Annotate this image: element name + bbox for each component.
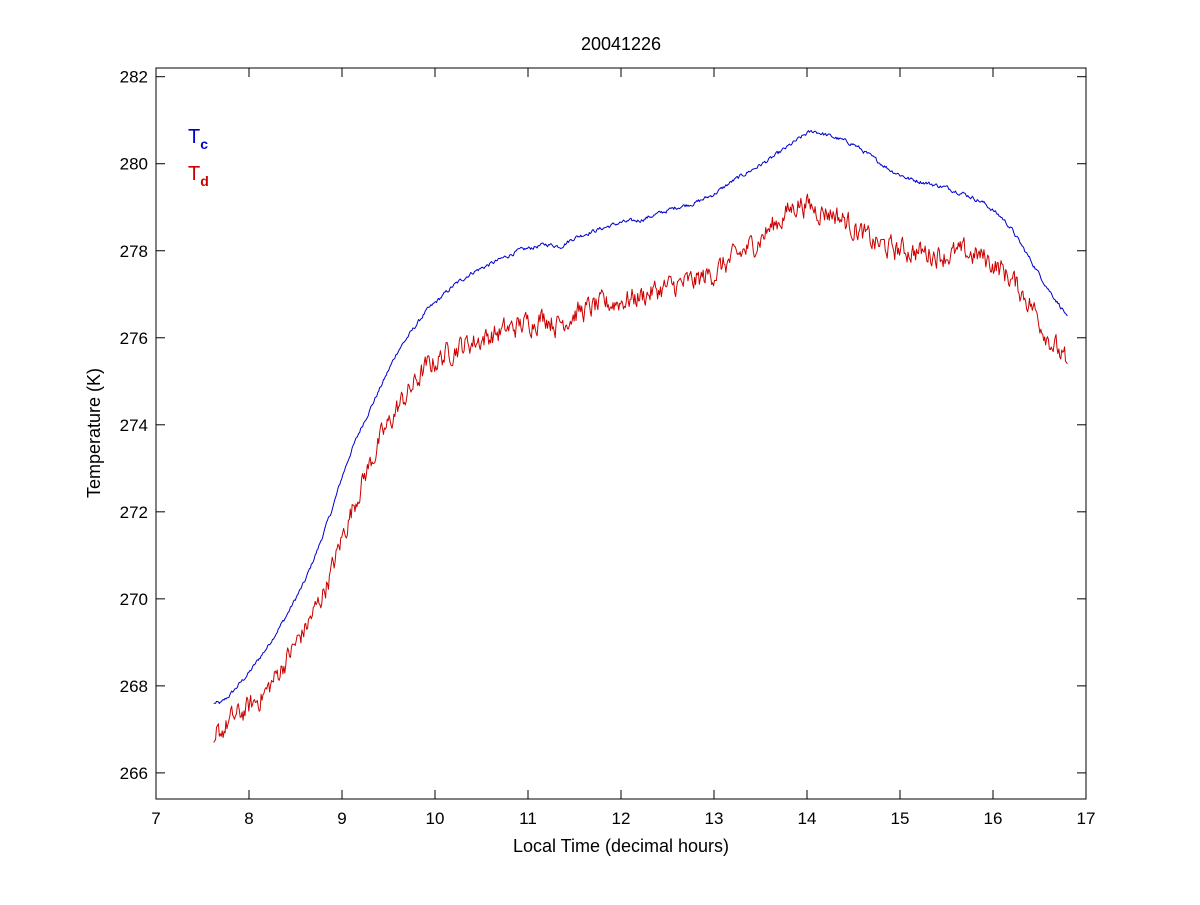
y-tick-label: 280 [120,155,148,174]
y-tick-label: 278 [120,242,148,261]
legend: Tc Td [188,126,209,189]
legend-td-main: T [188,163,200,185]
x-tick-label: 7 [151,809,160,828]
x-tick-label: 10 [426,809,445,828]
x-tick-label: 11 [519,809,537,828]
x-tick-label: 15 [891,809,910,828]
x-tick-label: 12 [612,809,631,828]
legend-item-tc: Tc [188,126,208,152]
x-tick-label: 16 [984,809,1003,828]
series-line-tc [213,130,1068,705]
y-tick-label: 276 [120,329,148,348]
x-tick-label: 8 [244,809,253,828]
x-axis-title: Local Time (decimal hours) [513,836,729,856]
y-tick-label: 282 [120,68,148,87]
chart-title: 20041226 [581,34,661,54]
x-tick-label: 14 [798,809,817,828]
legend-tc-sub: c [200,136,208,152]
y-tick-label: 268 [120,677,148,696]
plot-area [156,68,1086,799]
y-tick-label: 270 [120,590,148,609]
legend-tc-main: T [188,126,200,148]
legend-td-sub: d [200,173,209,189]
y-tick-label: 272 [120,503,148,522]
x-tick-label: 17 [1077,809,1096,828]
series-layer [213,130,1068,743]
x-tick-label: 13 [705,809,724,828]
y-tick-label: 266 [120,764,148,783]
tick-layer: 7 8 9 10 11 12 13 14 15 16 17 266 268 270 272 274 276 278… [120,68,1096,828]
legend-item-td: Td [188,163,209,189]
x-tick-label: 9 [337,809,346,828]
y-axis-title: Temperature (K) [84,368,104,498]
series-line-td [213,193,1068,743]
y-tick-label: 274 [120,416,148,435]
